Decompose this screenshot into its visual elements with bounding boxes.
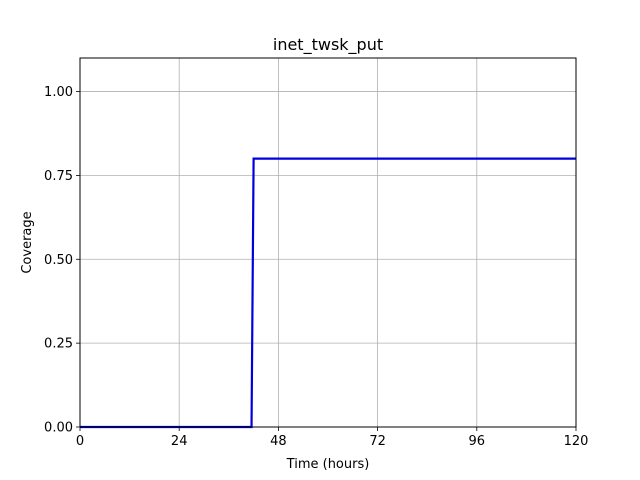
series-layer xyxy=(80,157,576,429)
y-tick-label: 0.00 xyxy=(44,421,73,436)
coverage-series-line xyxy=(80,157,576,429)
plot-frame xyxy=(79,57,577,428)
y-tick-label: 0.25 xyxy=(44,337,73,352)
y-axis-label: Coverage xyxy=(20,211,35,273)
x-tick-label: 72 xyxy=(369,434,386,449)
x-tick-label: 0 xyxy=(76,434,84,449)
ticks: 0 24 48 72 96 120 0.00 0.25 0.50 0.75 1.00 xyxy=(44,85,588,449)
y-tick-label: 0.75 xyxy=(44,169,73,184)
y-tick-label: 1.00 xyxy=(44,85,73,100)
grid xyxy=(79,58,577,428)
y-tick-label: 0.50 xyxy=(44,253,73,268)
x-tick-label: 96 xyxy=(469,434,486,449)
x-tick-label: 48 xyxy=(270,434,287,449)
x-tick-label: 24 xyxy=(171,434,188,449)
x-tick-label: 120 xyxy=(564,434,589,449)
x-axis-label: Time (hours) xyxy=(286,457,370,472)
chart-title: inet_twsk_put xyxy=(273,35,383,55)
